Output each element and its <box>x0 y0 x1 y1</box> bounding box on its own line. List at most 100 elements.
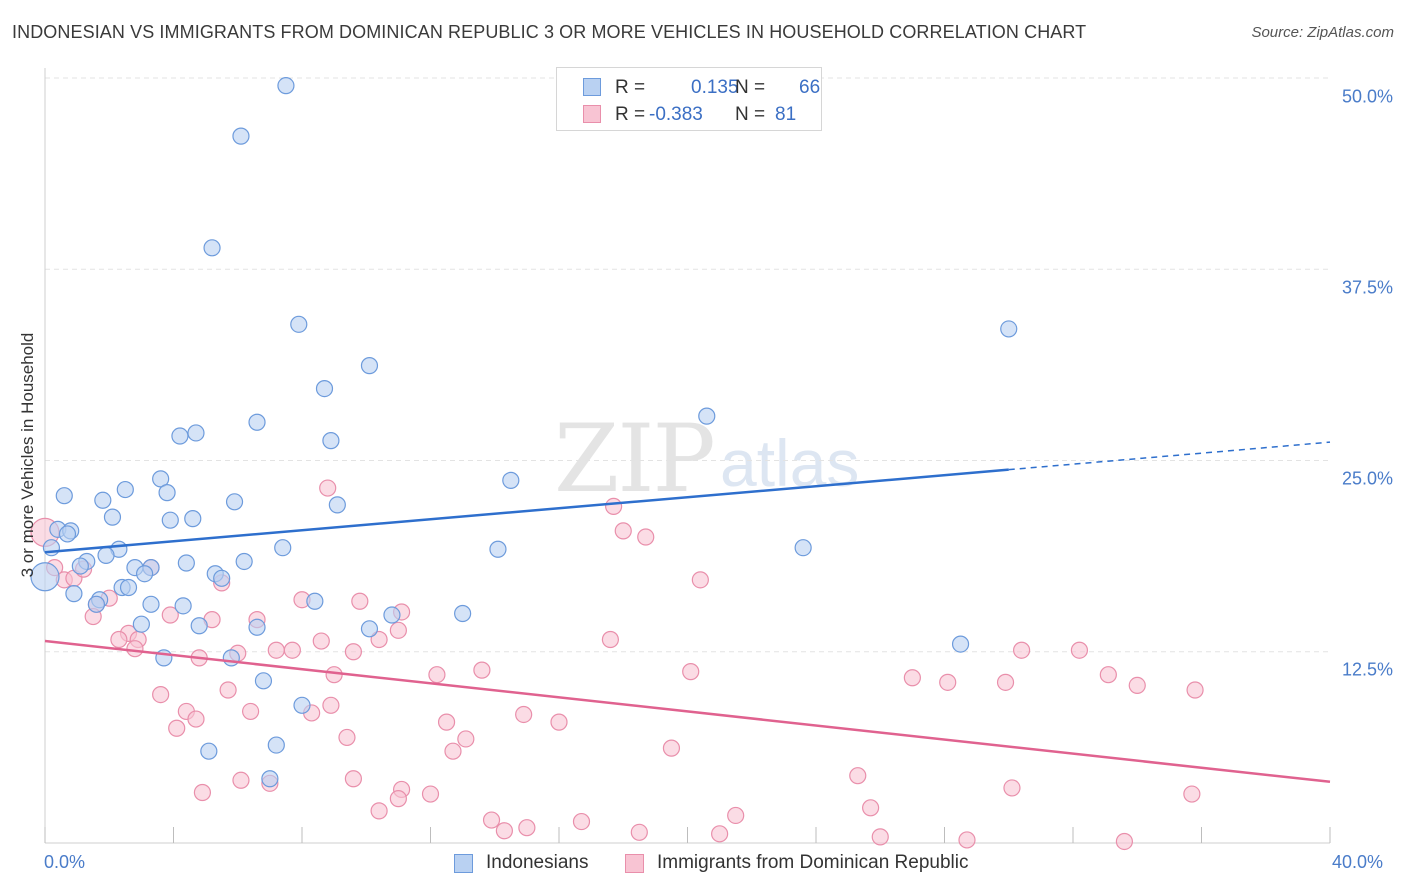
data-point-indonesians-58 <box>222 649 240 667</box>
data-point-dominican-70 <box>495 822 513 840</box>
x-tick-label-min: 0.0% <box>44 852 86 872</box>
data-point-dominican-60 <box>1186 681 1204 699</box>
stats-row-indonesians: R = 0.135 N = 66 <box>557 75 821 101</box>
data-point-indonesians-49 <box>306 592 324 610</box>
data-point-indonesians-7 <box>698 407 716 425</box>
data-point-indonesians-54 <box>248 618 266 636</box>
data-point-indonesians-59 <box>254 672 273 690</box>
data-point-indonesians-20 <box>103 508 122 526</box>
data-point-indonesians-6 <box>315 379 334 398</box>
data-point-indonesians-11 <box>322 432 340 450</box>
trend-lines <box>44 441 1331 784</box>
data-point-indonesians-18 <box>225 493 244 511</box>
chart-source: Source: ZipAtlas.com <box>1251 24 1394 41</box>
n-value: 81 <box>775 104 797 125</box>
data-point-dominican-21 <box>312 632 330 650</box>
data-point-dominican-30 <box>322 696 340 714</box>
data-point-dominican-43 <box>457 730 475 748</box>
data-point-dominican-13 <box>110 630 128 649</box>
data-point-dominican-69 <box>482 811 501 829</box>
legend-swatch-blue-icon <box>583 78 601 96</box>
series-dominican-republic-points <box>30 479 1204 851</box>
data-point-dominican-57 <box>1012 641 1031 659</box>
data-point-dominican-40 <box>550 713 568 731</box>
data-point-dominican-61 <box>232 771 250 789</box>
data-point-indonesians-1 <box>232 127 250 145</box>
data-point-indonesians-12 <box>152 470 170 488</box>
data-point-indonesians-34 <box>177 554 195 572</box>
y-tick-label-25: 25.0% <box>1341 468 1393 489</box>
data-point-indonesians-50 <box>454 604 472 623</box>
trend-line-indonesians-extension <box>1008 441 1331 471</box>
data-point-dominican-63 <box>193 783 212 802</box>
y-axis-label: 3 or more Vehicles in Household <box>18 332 37 578</box>
data-point-indonesians-3 <box>290 315 308 333</box>
x-tick-label-max: 40.0% <box>1332 852 1384 872</box>
data-point-indonesians-62 <box>267 736 285 754</box>
data-point-indonesians-43 <box>119 578 138 597</box>
data-point-indonesians-35 <box>235 552 253 571</box>
y-tick-label-37-5: 37.5% <box>1341 277 1393 298</box>
data-point-indonesians-31 <box>794 539 812 557</box>
data-point-indonesians-28 <box>274 539 292 557</box>
data-point-indonesians-46 <box>87 595 106 613</box>
data-point-indonesians-15 <box>158 484 176 502</box>
data-point-dominican-67 <box>389 790 407 808</box>
data-point-indonesians-2 <box>203 239 221 257</box>
legend-swatch-pink-icon <box>583 105 601 123</box>
data-point-dominican-55 <box>996 673 1015 691</box>
data-point-indonesians-55 <box>360 620 379 638</box>
data-point-dominican-50 <box>662 739 681 757</box>
data-point-dominican-31 <box>152 685 170 704</box>
data-point-indonesians-39 <box>30 562 60 592</box>
data-point-indonesians-10 <box>171 427 189 445</box>
data-point-indonesians-61 <box>200 742 218 760</box>
data-point-indonesians-33 <box>71 557 89 575</box>
data-point-dominican-42 <box>437 713 456 731</box>
data-point-indonesians-51 <box>383 606 401 624</box>
data-point-dominican-48 <box>691 571 709 589</box>
data-point-indonesians-16 <box>55 487 73 505</box>
data-point-dominican-15 <box>126 640 144 658</box>
data-point-dominican-72 <box>572 812 591 831</box>
data-point-dominican-36 <box>242 702 260 721</box>
data-point-indonesians-47 <box>142 595 160 613</box>
data-point-dominican-59 <box>1128 676 1146 695</box>
data-point-dominican-18 <box>267 641 285 659</box>
trend-line-indonesians <box>44 468 1009 554</box>
data-point-dominican-53 <box>903 669 921 687</box>
correlation-stats-box: R = 0.135 N = 66 R = -0.383 N = 81 <box>556 67 822 131</box>
watermark-zip: ZIP <box>554 405 716 514</box>
data-point-dominican-27 <box>389 621 407 639</box>
data-point-indonesians-8 <box>248 413 266 431</box>
data-point-indonesians-41 <box>213 569 231 587</box>
legend-swatch-pink-icon <box>625 854 644 873</box>
data-point-dominican-56 <box>1070 641 1089 659</box>
data-point-dominican-39 <box>515 705 533 724</box>
axes <box>44 68 1331 844</box>
data-point-dominican-46 <box>637 528 655 546</box>
legend-label: Immigrants from Dominican Republic <box>657 852 969 873</box>
series-indonesians-points <box>30 77 1018 788</box>
data-point-dominican-75 <box>727 806 745 825</box>
r-label: R = <box>615 77 646 98</box>
data-point-indonesians-14 <box>116 480 134 499</box>
data-point-indonesians-4 <box>1000 320 1018 338</box>
data-point-indonesians-5 <box>360 357 379 375</box>
data-point-dominican-73 <box>630 823 648 841</box>
data-point-dominican-80 <box>1115 832 1134 851</box>
data-point-indonesians-44 <box>65 585 83 603</box>
data-point-dominican-47 <box>601 630 620 649</box>
data-point-dominican-22 <box>325 666 343 684</box>
data-point-indonesians-22 <box>161 511 179 529</box>
data-point-dominican-49 <box>682 663 700 681</box>
data-point-dominican-44 <box>605 497 623 515</box>
data-point-dominican-33 <box>187 710 205 728</box>
data-point-indonesians-21 <box>184 510 202 528</box>
data-point-dominican-58 <box>1099 666 1117 684</box>
data-point-indonesians-29 <box>97 546 115 564</box>
data-point-dominican-28 <box>319 479 337 497</box>
data-point-dominican-82 <box>1183 785 1201 803</box>
data-point-dominican-23 <box>344 643 362 661</box>
data-point-indonesians-53 <box>190 617 208 635</box>
